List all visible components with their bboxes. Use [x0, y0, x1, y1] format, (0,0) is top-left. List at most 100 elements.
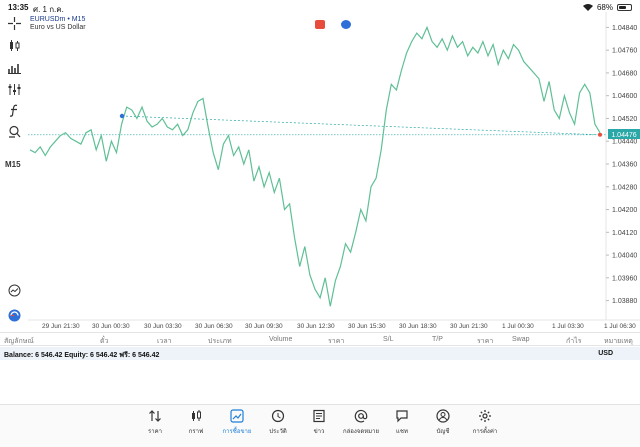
price-series-line: [29, 25, 601, 307]
nav-account[interactable]: บัญชี: [423, 409, 463, 436]
arrows-updown-icon: [149, 410, 161, 422]
time-tick-label: 1 Jul 00:30: [502, 323, 534, 330]
time-tick-label: 30 Jun 21:30: [450, 323, 488, 330]
symbol-description: Euro vs US Dollar: [30, 24, 86, 31]
time-scale: 29 Jun 21:30 30 Jun 00:30 30 Jun 03:30 30 J…: [42, 323, 636, 330]
indicators-icon[interactable]: [6, 82, 22, 96]
news-icon: [313, 409, 325, 423]
volume-bars-icon[interactable]: [6, 60, 22, 74]
time-tick-label: 30 Jun 06:30: [195, 323, 233, 330]
chat-icon: [396, 410, 408, 423]
column-ticket[interactable]: ตั๋ว: [100, 338, 109, 345]
price-tick-label: 1.04520: [612, 116, 637, 123]
bottom-navigation: ราคา กราฟ การซื้อขาย ประวัติ ข่าว กล่องจ…: [0, 404, 640, 447]
time-tick-label: 30 Jun 03:30: [144, 323, 182, 330]
price-tick-label: 1.04840: [612, 25, 637, 32]
timeframe-button[interactable]: M15: [5, 160, 21, 169]
chart-canvas[interactable]: 1.04840 1.04760 1.04680 1.04600 1.04520 1.044…: [28, 12, 640, 332]
price-tick-label: 1.04600: [612, 93, 637, 100]
column-symbol[interactable]: สัญลักษณ์: [4, 338, 34, 345]
symbol-name: EURUSDm • M15: [30, 16, 86, 23]
nav-charts[interactable]: กราฟ: [176, 409, 216, 436]
column-swap[interactable]: Swap: [512, 336, 530, 343]
chart-reset-icon[interactable]: [6, 283, 22, 297]
mail-at-icon: [354, 409, 368, 423]
battery-fill: [619, 6, 627, 9]
trend-line[interactable]: [121, 115, 601, 136]
function-icon[interactable]: [6, 103, 22, 117]
time-tick-label: 30 Jun 15:30: [348, 323, 386, 330]
column-profit[interactable]: กำไร: [566, 338, 582, 345]
nav-quotes[interactable]: ราคา: [135, 409, 175, 436]
price-tick-label: 1.04280: [612, 184, 637, 191]
time-tick-label: 30 Jun 09:30: [245, 323, 283, 330]
balance-currency: USD: [598, 350, 613, 357]
nav-label: ราคา: [148, 429, 162, 435]
gear-icon: [479, 410, 491, 422]
nav-label: ประวัติ: [269, 429, 287, 435]
time-tick-label: 30 Jun 00:30: [92, 323, 130, 330]
price-tick-label: 1.04200: [612, 207, 637, 214]
price-tick-label: 1.04760: [612, 48, 637, 55]
time-tick-label: 29 Jun 21:30: [42, 323, 80, 330]
trend-line-end-handle[interactable]: [598, 132, 602, 137]
battery-icon: [617, 4, 632, 11]
price-tick-label: 1.04440: [612, 139, 637, 146]
status-bar: 13:35 ศ. 1 ก.ค. 68%: [0, 0, 640, 14]
price-chart[interactable]: 1.04840 1.04760 1.04680 1.04600 1.04520 1.044…: [28, 12, 640, 332]
wifi-icon: [582, 4, 593, 11]
column-time[interactable]: เวลา: [157, 338, 172, 345]
current-price-label: 1.04476: [611, 132, 636, 139]
nav-label: การตั้งค่า: [472, 429, 498, 435]
column-volume[interactable]: Volume: [269, 336, 293, 343]
status-date: ศ. 1 ก.ค.: [33, 5, 64, 14]
trade-logo-icon[interactable]: [6, 308, 22, 322]
column-comment[interactable]: หมายเหตุ: [604, 338, 633, 345]
nav-news[interactable]: ข่าว: [299, 409, 339, 436]
trade-table-header: สัญลักษณ์ ตั๋ว เวลา ประเภท Volume ราคา S…: [0, 332, 640, 346]
nav-label: บัญชี: [436, 429, 450, 435]
objects-icon[interactable]: [6, 124, 22, 138]
nav-label: กราฟ: [188, 429, 204, 435]
nav-trade[interactable]: การซื้อขาย: [217, 409, 257, 436]
sell-button[interactable]: [315, 20, 325, 29]
price-tick-label: 1.04680: [612, 70, 637, 77]
column-price-open[interactable]: ราคา: [328, 338, 345, 345]
candles-icon: [192, 410, 201, 421]
time-tick-label: 1 Jul 03:30: [552, 323, 584, 330]
time-tick-label: 30 Jun 18:30: [399, 323, 437, 330]
balance-text: Balance: 6 546.42 Equity: 6 546.42 ฟรี: …: [4, 352, 160, 359]
nav-settings[interactable]: การตั้งค่า: [465, 409, 505, 436]
buy-button[interactable]: [341, 20, 351, 29]
nav-mailbox[interactable]: กล่องจดหมาย: [341, 409, 381, 436]
status-time: 13:35: [8, 3, 29, 12]
column-price-current[interactable]: ราคา: [477, 338, 494, 345]
time-tick-label: 1 Jul 06:30: [604, 323, 636, 330]
account-icon: [436, 409, 450, 423]
candles-icon[interactable]: [6, 38, 22, 52]
price-tick-label: 1.04120: [612, 230, 637, 237]
price-tick-label: 1.03960: [612, 275, 637, 282]
column-sl[interactable]: S/L: [383, 336, 394, 343]
column-tp[interactable]: T/P: [432, 336, 443, 343]
column-type[interactable]: ประเภท: [208, 338, 232, 345]
trade-chart-icon: [230, 409, 244, 423]
nav-history[interactable]: ประวัติ: [258, 409, 298, 436]
current-price-tag: [608, 129, 640, 139]
crosshair-icon[interactable]: [6, 16, 22, 30]
trend-line-start-handle[interactable]: [119, 113, 125, 119]
balance-bar: Balance: 6 546.42 Equity: 6 546.42 ฟรี: …: [0, 347, 640, 360]
price-tick-label: 1.04040: [612, 253, 637, 260]
nav-label: ข่าว: [313, 429, 325, 435]
nav-label: แชท: [396, 429, 408, 435]
history-icon: [271, 409, 285, 423]
price-scale: 1.04840 1.04760 1.04680 1.04600 1.04520 1.044…: [606, 25, 637, 305]
nav-label: การซื้อขาย: [222, 429, 252, 435]
time-tick-label: 30 Jun 12:30: [297, 323, 335, 330]
nav-label: กล่องจดหมาย: [342, 429, 380, 435]
status-right: 68%: [582, 3, 632, 12]
nav-chat[interactable]: แชท: [382, 409, 422, 436]
price-tick-label: 1.03880: [612, 298, 637, 305]
price-tick-label: 1.04360: [612, 162, 637, 169]
battery-percent: 68%: [596, 3, 613, 12]
